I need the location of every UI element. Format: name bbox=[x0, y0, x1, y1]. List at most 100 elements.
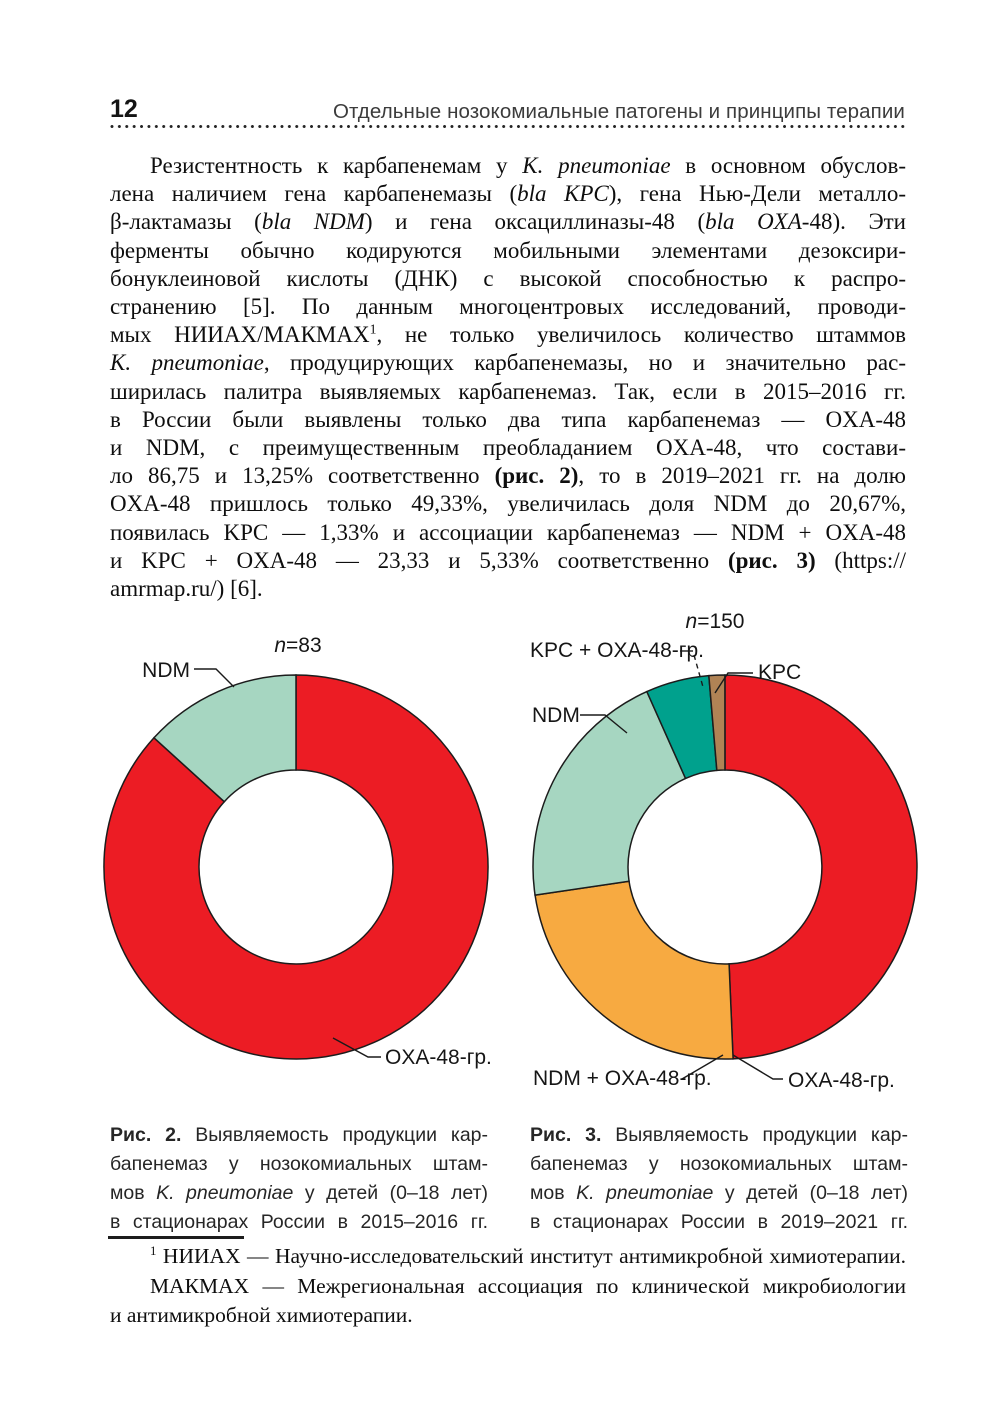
text-segment: β-лактамазы ( bbox=[110, 209, 262, 235]
text-segment: Рис. 2. bbox=[110, 1124, 182, 1146]
text-segment: amrmap.ru/) [6]. bbox=[110, 576, 263, 602]
donut-chart-2019-2021: n=150 KPC + OXA-48-гр. KPC NDM NDM + OXA-48-… bbox=[530, 610, 918, 1092]
text-segment: бапенемаз у нозокомиальных штам- bbox=[530, 1153, 908, 1175]
sample-size-label: n=83 bbox=[274, 634, 321, 657]
text-segment: K. pneumoniae bbox=[110, 350, 264, 376]
body-line: бонуклеиновой кислоты (ДНК) с высокой сп… bbox=[110, 265, 906, 293]
text-segment: и антимикробной химиотерапии. bbox=[110, 1303, 413, 1327]
body-line: и KPC + OXA-48 — 23,33 и 5,33% соответст… bbox=[110, 547, 906, 575]
body-line: OXA-48 пришлось только 49,33%, увеличила… bbox=[110, 490, 906, 518]
text-segment: бонуклеиновой кислоты (ДНК) с высокой сп… bbox=[110, 265, 906, 291]
footnote: 1 НИИАХ — Научно-исследовательский инсти… bbox=[110, 1242, 906, 1331]
text-segment: ) и гена оксациллиназы-48 ( bbox=[364, 209, 706, 235]
text-segment: НИИАХ — Научно-исследовательский институ… bbox=[156, 1244, 906, 1268]
text-segment: 1 bbox=[369, 321, 377, 337]
text-segment: ферменты обычно кодируются мобильными эл… bbox=[110, 237, 906, 263]
text-segment: K. pneumoniae bbox=[522, 153, 671, 178]
text-segment: ), гена Нью-Дели металло- bbox=[608, 181, 906, 207]
body-line: ферменты обычно кодируются мобильными эл… bbox=[110, 237, 906, 265]
text-segment: в России были выявлены только два типа к… bbox=[110, 406, 906, 432]
text-segment: в стационарах России в 2019–2021 гг. bbox=[530, 1211, 908, 1233]
footnote-line: и антимикробной химиотерапии. bbox=[110, 1301, 906, 1331]
text-segment: Выявляемость продукции кар- bbox=[601, 1124, 908, 1146]
text-segment: Резистентность к карбапенемам у bbox=[150, 153, 523, 178]
text-segment: и NDM, с преимущественным преобладанием … bbox=[110, 435, 906, 461]
text-segment: в основном обуслов- bbox=[670, 153, 906, 178]
leader-line bbox=[714, 672, 753, 694]
text-segment: , продуцирующих карбапенемазы, но и знач… bbox=[263, 350, 906, 376]
figure-2019-2021: n=150 KPC + OXA-48-гр. KPC NDM NDM + OXA-48-… bbox=[520, 605, 940, 1105]
text-segment: (рис. 3) bbox=[727, 547, 816, 573]
caption-line: Рис. 3. Выявляемость продукции кар- bbox=[530, 1121, 908, 1150]
body-line: появилась KPC — 1,33% и ассоциации карба… bbox=[110, 519, 906, 547]
pie-slice-ndm-oxa-48- bbox=[534, 880, 734, 1060]
sample-size-label: n=150 bbox=[686, 610, 745, 633]
footnote-line: МАКМАХ — Межрегиональная ассоциация по к… bbox=[110, 1272, 906, 1302]
leader-line bbox=[332, 1037, 381, 1058]
text-segment: K. pneumoniae bbox=[156, 1182, 294, 1204]
text-segment: K. pneumoniae bbox=[576, 1182, 714, 1204]
text-segment: bla NDM bbox=[261, 209, 365, 235]
body-line: Резистентность к карбапенемам у K. pneum… bbox=[110, 152, 906, 180]
caption-line: в стационарах России в 2015–2016 гг. bbox=[110, 1208, 488, 1237]
text-segment: 1 bbox=[150, 1243, 157, 1258]
text-segment: мов bbox=[530, 1182, 577, 1204]
text-segment: мых НИИАХ/МАКМАХ bbox=[110, 322, 370, 348]
text-segment: у детей (0–18 лет) bbox=[713, 1182, 908, 1204]
chart-label-kpc: KPC bbox=[758, 661, 801, 684]
body-line: ширилась палитра выявляемых карбапенемаз… bbox=[110, 378, 906, 406]
text-segment: в стационарах России в 2015–2016 гг. bbox=[110, 1211, 488, 1233]
running-header: Отдельные нозокомиальные патогены и прин… bbox=[332, 100, 905, 123]
caption-line: мов K. pneumoniae у детей (0–18 лет) bbox=[530, 1179, 908, 1208]
pie-slice-oxa-48- bbox=[724, 674, 918, 1060]
body-line: и NDM, с преимущественным преобладанием … bbox=[110, 434, 906, 462]
chart-label-ndm: NDM bbox=[142, 659, 190, 682]
chart-label-oxa-48-: OXA-48-гр. bbox=[385, 1046, 492, 1069]
text-segment: , не только увеличилось количество штамм… bbox=[376, 322, 906, 348]
chart-label-ndm-oxa-48-: NDM + OXA-48-гр. bbox=[533, 1067, 712, 1090]
text-segment: МАКМАХ — Межрегиональная ассоциация по к… bbox=[150, 1273, 906, 1298]
leader-line bbox=[681, 1054, 724, 1080]
caption-line: мов K. pneumoniae у детей (0–18 лет) bbox=[110, 1179, 488, 1208]
body-paragraph: Резистентность к карбапенемам у K. pneum… bbox=[110, 152, 906, 603]
caption-fig2: Рис. 2. Выявляемость продукции кар-бапен… bbox=[110, 1121, 488, 1237]
body-line: лена наличием гена карбапенемазы (bla KP… bbox=[110, 180, 906, 208]
pie-slice-ndm bbox=[532, 690, 687, 896]
leader-line bbox=[580, 714, 628, 734]
text-segment: ло 86,75 и 13,25% соответственно bbox=[110, 463, 495, 489]
caption-line: бапенемаз у нозокомиальных штам- bbox=[530, 1150, 908, 1179]
text-segment: bla OXA bbox=[705, 209, 802, 235]
page-number: 12 bbox=[110, 95, 138, 123]
pie-slice-kpc bbox=[708, 674, 726, 772]
text-segment: мов bbox=[110, 1182, 157, 1204]
text-segment: (рис. 2) bbox=[494, 463, 579, 489]
text-segment: Рис. 3. bbox=[530, 1124, 602, 1146]
figure-2015-2016: n=83 NDM OXA-48-гр. bbox=[100, 605, 520, 1105]
text-segment: ширилась палитра выявляемых карбапенемаз… bbox=[110, 378, 906, 404]
text-segment: лена наличием гена карбапенемазы ( bbox=[110, 181, 518, 207]
dotted-rule bbox=[110, 124, 907, 129]
text-segment: -48). Эти bbox=[801, 209, 906, 235]
text-segment: , то в 2019–2021 гг. на долю bbox=[578, 463, 906, 489]
body-line: мых НИИАХ/МАКМАХ1, не только увеличилось… bbox=[110, 321, 906, 349]
text-segment: странению [5]. По данным многоцентровых … bbox=[110, 294, 906, 320]
leader-line bbox=[732, 1054, 783, 1080]
pie-slice-oxa-48- bbox=[103, 674, 489, 1060]
footnote-separator bbox=[108, 1236, 244, 1239]
chart-label-ndm: NDM bbox=[532, 704, 580, 727]
chart-label-kpc-oxa-48-: KPC + OXA-48-гр. bbox=[530, 639, 704, 662]
text-segment: и KPC + OXA-48 — 23,33 и 5,33% соответст… bbox=[110, 547, 728, 573]
body-line: странению [5]. По данным многоцентровых … bbox=[110, 293, 906, 321]
chart-label-oxa-48-: OXA-48-гр. bbox=[788, 1069, 895, 1092]
text-segment: бапенемаз у нозокомиальных штам- bbox=[110, 1153, 488, 1175]
donut-chart-2015-2016: n=83 NDM OXA-48-гр. bbox=[103, 634, 492, 1069]
caption-line: в стационарах России в 2019–2021 гг. bbox=[530, 1208, 908, 1237]
footnote-line: 1 НИИАХ — Научно-исследовательский инсти… bbox=[110, 1242, 906, 1272]
text-segment: Выявляемость продукции кар- bbox=[181, 1124, 488, 1146]
body-line: ло 86,75 и 13,25% соответственно (рис. 2… bbox=[110, 462, 906, 490]
caption-line: бапенемаз у нозокомиальных штам- bbox=[110, 1150, 488, 1179]
text-segment: появилась KPC — 1,33% и ассоциации карба… bbox=[110, 519, 906, 545]
text-segment: OXA-48 пришлось только 49,33%, увеличила… bbox=[110, 491, 906, 517]
body-line: β-лактамазы (bla NDM) и гена оксациллина… bbox=[110, 208, 906, 236]
